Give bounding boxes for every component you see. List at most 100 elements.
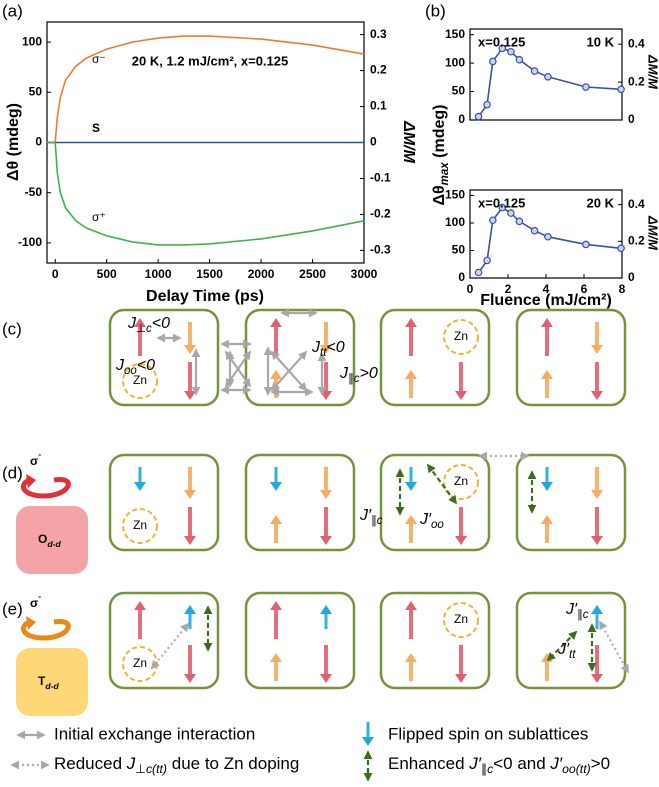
x-tick-label: 3000 — [351, 267, 378, 281]
label: J′∥c — [565, 601, 589, 621]
y-axis-label: Δθ (mdeg) — [5, 103, 22, 181]
spin-head — [405, 515, 417, 524]
spin-head — [541, 370, 553, 379]
x-tick-label: 4 — [543, 282, 550, 296]
label-part: >0 — [360, 365, 378, 382]
panel-label: (d) — [2, 463, 23, 482]
enhanced-exchange-arrow — [546, 630, 578, 662]
data-point — [530, 67, 539, 75]
x-axis-label: Delay Time (ps) — [146, 288, 264, 305]
label-part: (mdeg) — [431, 105, 448, 163]
label-part: ⊥c — [136, 323, 152, 335]
label-part: oo — [431, 519, 444, 531]
label-part: J — [127, 315, 137, 332]
label: Enhanced J′∥c<0 and J′oo(tt)>0 — [388, 754, 610, 776]
spin-head — [591, 674, 603, 683]
spin-head — [184, 345, 196, 354]
label-part: >0 — [591, 754, 610, 773]
label: Od-d — [38, 532, 61, 549]
x-tick-label: 500 — [97, 267, 117, 281]
spin-head — [541, 482, 553, 491]
label-part: J′ — [549, 754, 563, 773]
annotation: 20 K, 1.2 mJ/cm², x=0.125 — [132, 53, 288, 68]
label: J⊥c<0 — [127, 315, 170, 335]
reduced-exchange-arrow — [150, 622, 190, 670]
series-label: σ⁺ — [92, 210, 106, 224]
y2-tick-label: 0.4 — [628, 197, 645, 211]
spin-head — [184, 605, 196, 614]
legend-text: Initial exchange interaction — [54, 724, 255, 743]
zn-label: Zn — [133, 656, 147, 670]
label-part: <0 — [152, 315, 170, 332]
spin-head — [455, 536, 467, 545]
x-tick-label: 0 — [52, 267, 59, 281]
spin-head — [270, 482, 282, 491]
y-axis-label: Δθmax (mdeg) — [431, 105, 451, 206]
spin-head — [184, 490, 196, 499]
spin-head — [541, 318, 553, 327]
series-line — [47, 35, 365, 144]
data-point — [488, 57, 497, 66]
sublattice-box — [515, 308, 627, 407]
y2-axis-label: ΔM/M — [400, 120, 417, 164]
label-part: oo — [124, 365, 137, 377]
spin-head — [541, 515, 553, 524]
zn-label: Zn — [454, 474, 468, 488]
x-tick-label: 2000 — [248, 267, 275, 281]
label: Jtt<0 — [311, 339, 345, 359]
series-line — [477, 47, 622, 118]
y-tick-label: 150 — [445, 188, 465, 202]
label-part: due to Zn doping — [167, 754, 299, 773]
annotation: x=0.125 — [478, 34, 525, 49]
spin-head — [320, 674, 332, 683]
y-tick-label: 0 — [35, 135, 42, 149]
y2-tick-label: -0.2 — [370, 207, 391, 221]
label: J∥c>0 — [339, 365, 378, 385]
series-label: S — [92, 121, 100, 135]
data-point — [544, 232, 552, 241]
data-point — [474, 112, 483, 121]
data-point — [617, 244, 625, 253]
spin-head — [405, 601, 417, 610]
label-part: max — [439, 162, 451, 186]
annotation: 10 K — [587, 34, 615, 49]
spin-head — [270, 515, 282, 524]
label: σ- — [30, 449, 41, 468]
data-point — [498, 44, 507, 53]
y-tick-label: 100 — [445, 55, 465, 69]
data-point — [530, 226, 539, 235]
label-part: <0 and — [493, 754, 550, 773]
spin-head — [184, 674, 196, 683]
y-tick-label: 100 — [445, 215, 465, 229]
pump-arrow-head — [26, 474, 36, 488]
x-tick-label: 6 — [581, 282, 588, 296]
diagram-layout — [10, 308, 629, 782]
label-part: oo(tt) — [562, 762, 591, 776]
spin-head — [591, 345, 603, 354]
zn-site — [443, 602, 479, 638]
label: Td-d — [38, 674, 59, 691]
pump-arrow — [20, 619, 71, 641]
y-tick-label: 100 — [22, 34, 42, 48]
label-part: J — [126, 754, 136, 773]
y2-tick-label: 0.2 — [628, 234, 645, 248]
data-point — [474, 268, 483, 277]
spin-head — [455, 391, 467, 400]
x-axis-label: Fluence (mJ/cm²) — [480, 292, 612, 309]
sublattice-box — [244, 591, 356, 690]
zn-label: Zn — [133, 373, 147, 387]
spin-head — [320, 536, 332, 545]
spin-head — [320, 605, 332, 614]
y-tick-label: 50 — [452, 84, 466, 98]
sublattice-box — [244, 453, 356, 552]
panel-label: (c) — [2, 319, 22, 338]
label-part: J — [311, 339, 321, 356]
sublattice-box — [379, 308, 491, 407]
state-box — [16, 506, 88, 574]
spin-head — [591, 605, 603, 614]
label-part: <0 — [137, 357, 155, 374]
y2-tick-label: 0.3 — [370, 27, 387, 41]
y2-tick-label: 0 — [370, 135, 377, 149]
zn-site — [443, 319, 479, 355]
